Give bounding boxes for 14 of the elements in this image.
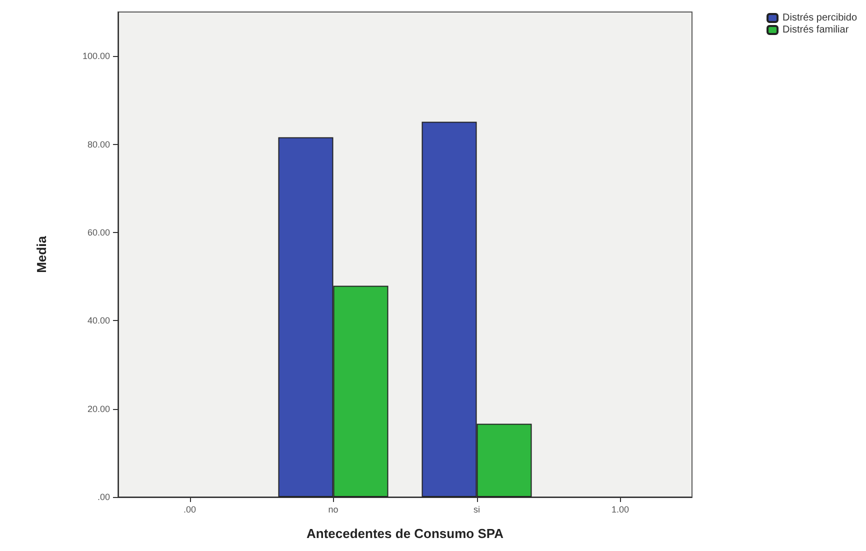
y-tick-label: 40.00 [87,316,110,326]
x-tick-label: si [474,504,480,514]
x-tick-label: .00 [183,504,196,514]
legend-label: Distrés percibido [782,12,858,24]
y-tick-label: 60.00 [87,227,110,238]
y-axis-title: Media [34,235,49,273]
y-tick-label: 80.00 [87,139,110,150]
x-axis-title: Antecedentes de Consumo SPA [306,526,504,541]
y-tick-label: 20.00 [87,404,110,414]
y-tick-label: .00 [97,492,110,502]
legend-label: Distrés familiar [782,24,850,36]
x-tick-label: no [328,504,338,514]
y-tick-label: 100.00 [82,51,110,62]
x-tick-label: 1.00 [611,504,630,514]
